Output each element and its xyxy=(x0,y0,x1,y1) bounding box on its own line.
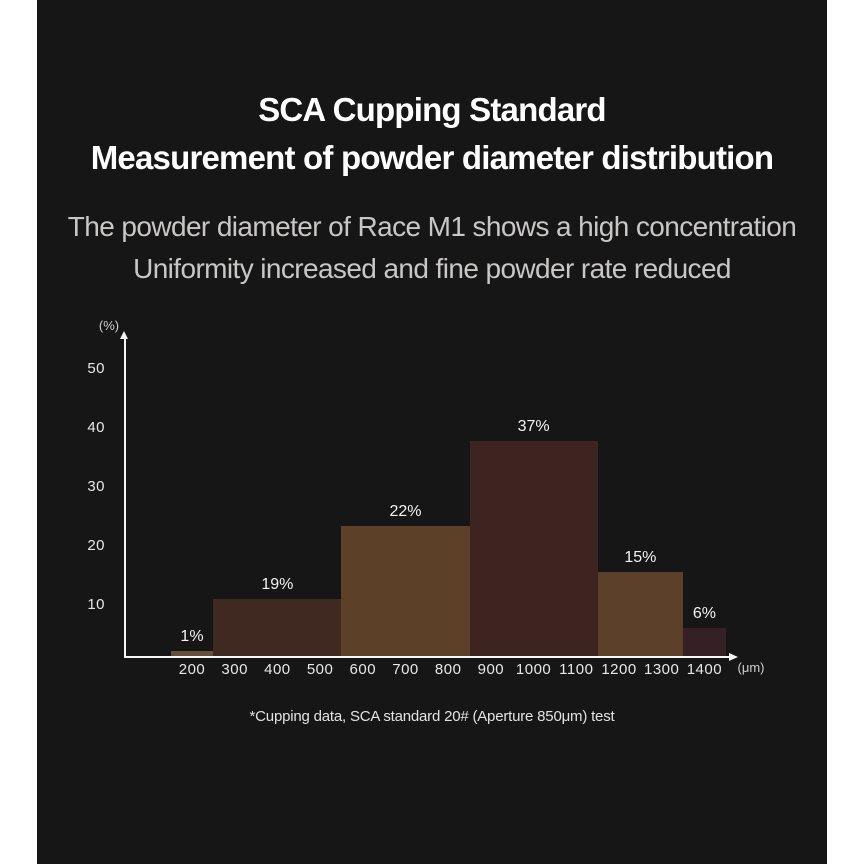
bar xyxy=(170,651,214,657)
x-tick-label: 900 xyxy=(477,661,505,678)
title-line-2: Measurement of powder diameter distribut… xyxy=(90,139,774,176)
x-tick-label: 800 xyxy=(434,661,462,678)
y-tick-label: 30 xyxy=(87,478,105,495)
page-title: SCA Cupping Standard Measurement of powd… xyxy=(37,86,827,182)
subtitle-line-2: Uniformity increased and fine powder rat… xyxy=(133,253,731,284)
x-tick-label: 700 xyxy=(392,661,419,678)
bar xyxy=(213,599,342,657)
title-line-1: SCA Cupping Standard xyxy=(258,91,606,128)
x-tick-label: 1200 xyxy=(601,661,637,678)
bar xyxy=(469,441,598,657)
x-tick-label: 500 xyxy=(306,661,334,678)
footnote: *Cupping data, SCA standard 20# (Apertur… xyxy=(249,708,615,725)
bar xyxy=(341,526,470,657)
subtitle-line-1: The powder diameter of Race M1 shows a h… xyxy=(67,211,797,242)
x-axis-arrow-icon xyxy=(729,652,738,661)
bar-value-label: 22% xyxy=(389,503,422,520)
y-axis-arrow-icon xyxy=(120,331,128,339)
x-tick-label: 1400 xyxy=(686,661,723,678)
x-axis-line xyxy=(125,656,729,658)
y-tick-label: 50 xyxy=(87,360,105,377)
y-axis-line xyxy=(124,338,126,658)
x-tick-label: 300 xyxy=(221,661,248,678)
y-tick-label: 40 xyxy=(87,419,105,436)
bar xyxy=(683,628,726,657)
y-axis-unit-label: (%) xyxy=(98,318,120,333)
bar-value-label: 37% xyxy=(517,418,550,435)
powder-distribution-chart: (%) (μm) 1% 19% 22% 37% 15% 6% 10 20 30 40 50 200 30… xyxy=(37,0,827,864)
bar-value-label: 1% xyxy=(180,628,204,645)
bar xyxy=(597,572,684,657)
y-tick-label: 10 xyxy=(87,596,105,613)
x-tick-label: 1100 xyxy=(559,661,594,678)
bar-value-label: 6% xyxy=(692,605,716,622)
dark-panel: SCA Cupping Standard Measurement of powd… xyxy=(37,0,827,864)
bar-value-label: 15% xyxy=(624,549,657,566)
y-tick-label: 20 xyxy=(87,537,105,554)
x-tick-label: 200 xyxy=(178,661,206,678)
bar-value-label: 19% xyxy=(261,576,294,593)
x-tick-label: 1000 xyxy=(515,661,552,678)
page-subtitle: The powder diameter of Race M1 shows a h… xyxy=(37,206,827,290)
x-tick-label: 1300 xyxy=(644,661,680,678)
x-axis-unit-label: (μm) xyxy=(737,660,765,675)
x-tick-label: 400 xyxy=(264,661,291,678)
x-tick-label: 600 xyxy=(349,661,377,678)
